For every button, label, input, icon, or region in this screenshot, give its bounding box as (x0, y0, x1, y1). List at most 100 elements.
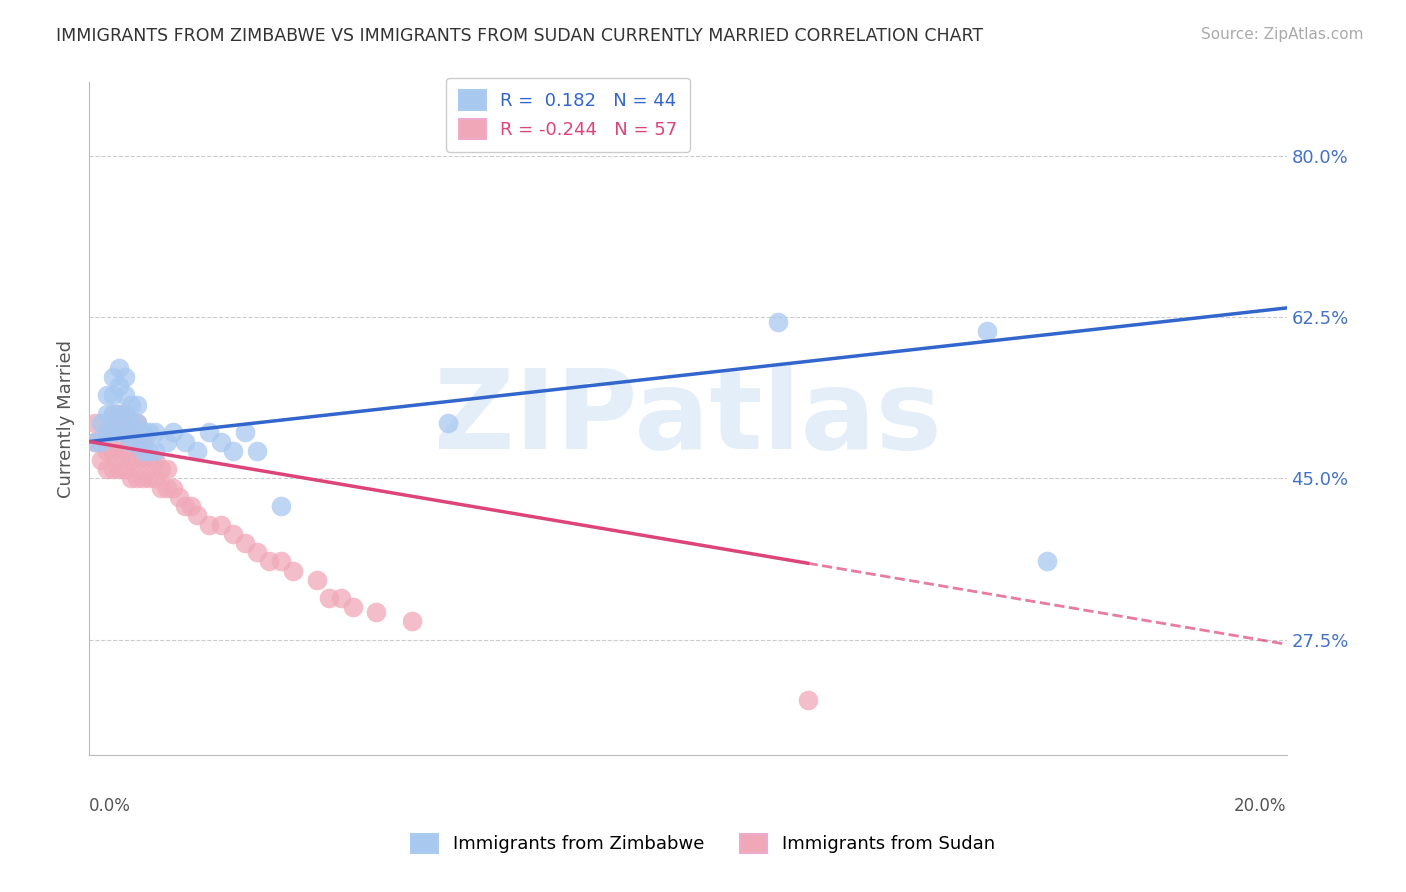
Legend: R =  0.182   N = 44, R = -0.244   N = 57: R = 0.182 N = 44, R = -0.244 N = 57 (446, 78, 690, 152)
Point (329, 591, 352, 606)
Point (173, 499, 195, 513)
Point (114, 407, 136, 421)
Point (125, 434, 148, 449)
Point (90, 453, 112, 467)
Point (101, 462, 124, 476)
Point (138, 453, 160, 467)
Point (114, 443, 136, 458)
Point (132, 434, 155, 449)
Point (84, 416, 107, 430)
Point (132, 471, 155, 485)
Point (114, 425, 136, 440)
Point (101, 407, 124, 421)
Point (114, 425, 136, 440)
Point (156, 462, 179, 476)
Point (233, 536, 256, 550)
Text: 20.0%: 20.0% (1234, 797, 1286, 814)
Point (162, 425, 184, 440)
Point (198, 517, 221, 532)
Legend: Immigrants from Zimbabwe, Immigrants from Sudan: Immigrants from Zimbabwe, Immigrants fro… (404, 827, 1002, 861)
Point (96, 425, 118, 440)
Point (90, 434, 112, 449)
Point (162, 481, 184, 495)
Point (114, 407, 136, 421)
Point (125, 416, 148, 430)
Point (246, 545, 269, 559)
Point (96, 388, 118, 402)
Point (114, 370, 136, 384)
Point (114, 388, 136, 402)
Point (125, 471, 148, 485)
Point (198, 425, 221, 440)
Point (108, 379, 131, 393)
Point (96, 462, 118, 476)
Point (96, 443, 118, 458)
Point (101, 443, 124, 458)
Point (318, 591, 340, 606)
Point (96, 425, 118, 440)
Point (90, 416, 112, 430)
Point (209, 517, 232, 532)
Point (143, 443, 166, 458)
Point (143, 453, 166, 467)
Point (305, 573, 328, 587)
Point (108, 425, 131, 440)
Point (222, 443, 245, 458)
Point (1036, 554, 1059, 568)
Point (125, 416, 148, 430)
Point (149, 462, 172, 476)
Text: ZIPatlas: ZIPatlas (434, 365, 942, 472)
Point (90, 434, 112, 449)
Point (120, 416, 142, 430)
Point (270, 554, 292, 568)
Point (120, 398, 142, 412)
Text: Source: ZipAtlas.com: Source: ZipAtlas.com (1201, 27, 1364, 42)
Point (125, 453, 148, 467)
Text: 0.0%: 0.0% (89, 797, 131, 814)
Point (180, 499, 202, 513)
Point (84, 434, 107, 449)
Point (149, 481, 172, 495)
Point (132, 425, 155, 440)
Point (173, 434, 195, 449)
Point (125, 398, 148, 412)
Point (366, 605, 388, 619)
Point (132, 443, 155, 458)
Point (120, 434, 142, 449)
Point (246, 443, 269, 458)
Point (186, 508, 208, 523)
Point (108, 425, 131, 440)
Point (96, 407, 118, 421)
Point (156, 481, 179, 495)
Point (143, 471, 166, 485)
Point (101, 388, 124, 402)
Point (401, 614, 423, 628)
Point (120, 471, 142, 485)
Point (132, 453, 155, 467)
Point (120, 453, 142, 467)
Point (437, 416, 460, 430)
Point (138, 471, 160, 485)
Point (143, 425, 166, 440)
Point (101, 425, 124, 440)
Point (120, 434, 142, 449)
Point (281, 564, 304, 578)
Point (114, 462, 136, 476)
Point (976, 324, 998, 338)
Point (108, 360, 131, 375)
Point (209, 434, 232, 449)
Point (108, 462, 131, 476)
Text: IMMIGRANTS FROM ZIMBABWE VS IMMIGRANTS FROM SUDAN CURRENTLY MARRIED CORRELATION : IMMIGRANTS FROM ZIMBABWE VS IMMIGRANTS F… (56, 27, 983, 45)
Point (84, 434, 107, 449)
Point (101, 425, 124, 440)
Point (222, 526, 245, 541)
Point (167, 490, 190, 504)
Point (101, 370, 124, 384)
Point (108, 443, 131, 458)
Point (233, 425, 256, 440)
Point (796, 692, 818, 706)
Point (125, 434, 148, 449)
Point (186, 443, 208, 458)
Point (138, 425, 160, 440)
Y-axis label: Currently Married: Currently Married (58, 340, 75, 498)
